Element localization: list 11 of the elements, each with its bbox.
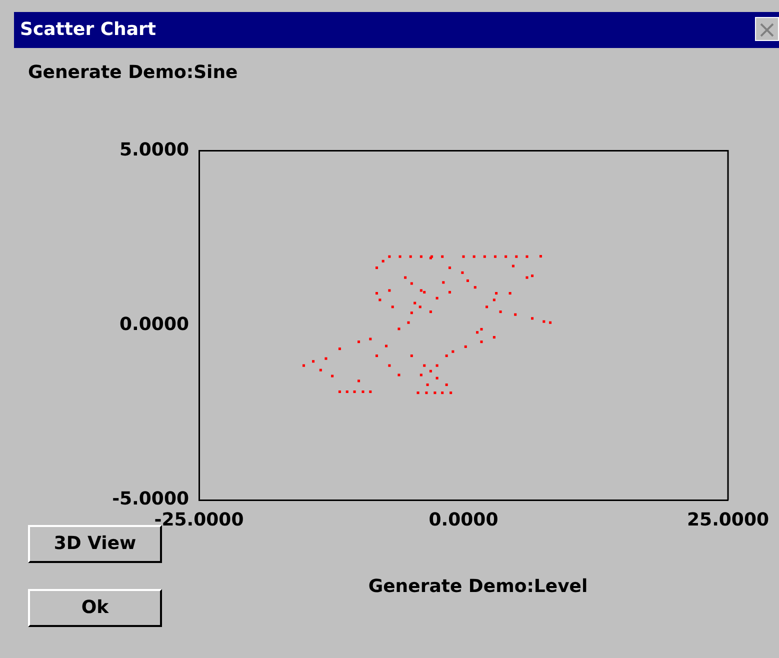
y-tick-label: 0.0000 xyxy=(120,314,189,336)
x-tick-label: -25.0000 xyxy=(154,509,244,530)
y-tick-label: -5.0000 xyxy=(112,488,189,510)
text: Ok xyxy=(28,589,162,627)
x-tick-label: 25.0000 xyxy=(687,509,769,530)
y-axis-title: Generate Demo:Sine xyxy=(28,62,238,83)
y-tick-label: 5.0000 xyxy=(120,139,189,160)
text: 3D View xyxy=(54,533,136,554)
x-axis-title: Generate Demo:Level xyxy=(368,576,588,597)
chart-title: Scatter Chart xyxy=(20,19,156,40)
x-tick-label: 0.0000 xyxy=(428,509,498,530)
